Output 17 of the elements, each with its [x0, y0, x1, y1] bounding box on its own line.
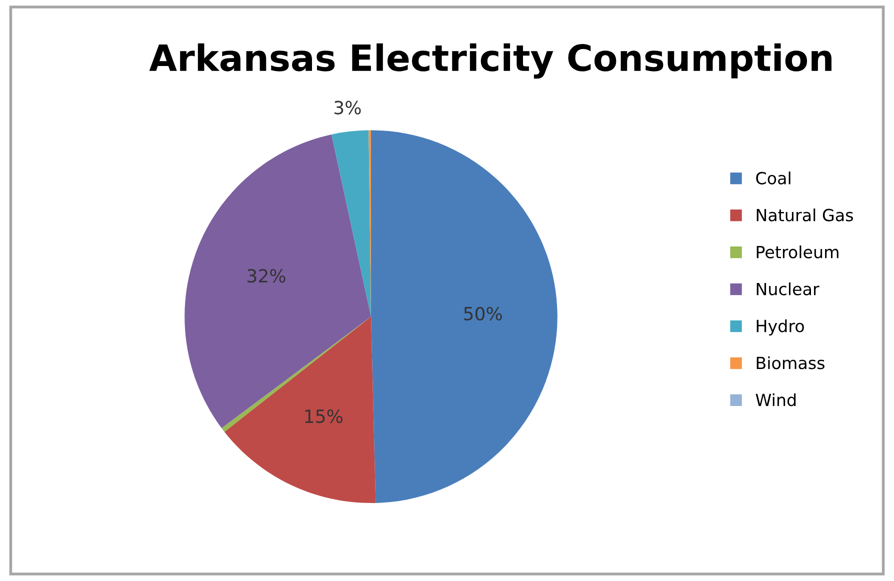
pie-slice: [224, 316, 376, 504]
legend-label: Nuclear: [756, 282, 820, 296]
pie-slice: [222, 316, 372, 432]
data-label: 50%: [464, 306, 502, 320]
legend-label: Hydro: [756, 319, 804, 336]
legend-label: Wind: [756, 393, 796, 406]
data-label: 32%: [248, 269, 286, 283]
data-label: 15%: [305, 409, 342, 424]
legend-label: Biomass: [756, 356, 824, 370]
legend-label: Petroleum: [756, 245, 838, 258]
pie-slice: [371, 130, 558, 503]
pie-slice: [184, 134, 372, 428]
legend-label: Natural Gas: [756, 208, 853, 222]
pie-slice: [331, 130, 372, 317]
legend-label: Coal: [756, 172, 790, 184]
chart-title: Arkansas Electricity Consumption: [149, 43, 832, 79]
data-label: 3%: [334, 100, 361, 114]
